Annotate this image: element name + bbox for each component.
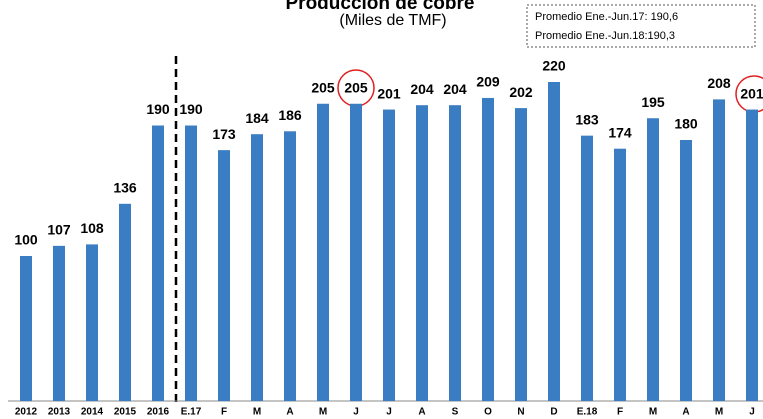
bar bbox=[284, 131, 296, 402]
data-label: 173 bbox=[212, 126, 236, 142]
x-tick-label: M bbox=[319, 407, 327, 418]
x-tick-label: 2013 bbox=[48, 407, 71, 418]
chart-title: Producción de cobre bbox=[286, 0, 475, 14]
x-tick-label: M bbox=[253, 407, 261, 418]
annotation-box bbox=[526, 4, 756, 48]
x-tick-label: D bbox=[550, 407, 557, 418]
x-tick-label: 2014 bbox=[81, 407, 104, 418]
data-label: 190 bbox=[179, 101, 203, 117]
data-label: 107 bbox=[47, 222, 71, 238]
data-label: 180 bbox=[674, 116, 698, 132]
data-label: 184 bbox=[245, 110, 269, 126]
x-tick-label: 2016 bbox=[147, 407, 170, 418]
bar bbox=[383, 109, 395, 402]
data-label: 205 bbox=[344, 79, 368, 95]
data-label: 108 bbox=[80, 220, 104, 236]
x-tick-label: 2015 bbox=[114, 407, 137, 418]
bar bbox=[86, 244, 98, 401]
x-tick-label: A bbox=[286, 407, 293, 418]
data-label: 202 bbox=[509, 84, 533, 100]
bar bbox=[746, 109, 758, 402]
data-label: 204 bbox=[443, 81, 467, 97]
data-label: 195 bbox=[641, 94, 665, 110]
bar bbox=[416, 105, 428, 401]
x-tick-label: N bbox=[517, 407, 524, 418]
bar bbox=[515, 108, 527, 401]
bar bbox=[218, 150, 230, 401]
x-tick-label: J bbox=[749, 407, 755, 418]
bar bbox=[647, 118, 659, 401]
chart-subtitle: (Miles de TMF) bbox=[339, 12, 446, 29]
x-tick-label: J bbox=[386, 407, 392, 418]
bar bbox=[185, 125, 197, 401]
data-label: 220 bbox=[542, 58, 566, 74]
data-label: 209 bbox=[476, 74, 500, 90]
bar bbox=[251, 134, 263, 401]
data-label: 100 bbox=[14, 232, 38, 248]
bar bbox=[350, 103, 362, 401]
x-tick-label: E.17 bbox=[181, 407, 202, 418]
bar bbox=[482, 97, 494, 401]
x-tick-label: F bbox=[221, 407, 227, 418]
data-label: 183 bbox=[575, 111, 599, 127]
bar bbox=[713, 99, 725, 402]
bar bbox=[614, 148, 626, 401]
annotation: Promedio Ene.-Jun.18:190,3 bbox=[535, 30, 675, 42]
x-tick-label: O bbox=[484, 407, 492, 418]
x-tick-label: S bbox=[452, 407, 459, 418]
x-tick-label: F bbox=[617, 407, 623, 418]
data-label: 174 bbox=[608, 124, 632, 140]
x-tick-label: A bbox=[682, 407, 689, 418]
bar bbox=[119, 203, 131, 401]
x-tick-label: J bbox=[353, 407, 359, 418]
bar bbox=[548, 82, 560, 401]
bar bbox=[152, 125, 164, 401]
data-label: 204 bbox=[410, 81, 434, 97]
bar bbox=[581, 135, 593, 401]
data-label: 205 bbox=[311, 79, 335, 95]
x-tick-label: M bbox=[715, 407, 723, 418]
x-tick-label: M bbox=[649, 407, 657, 418]
bar bbox=[20, 256, 32, 401]
bar bbox=[449, 105, 461, 401]
bar bbox=[317, 103, 329, 401]
data-label: 190 bbox=[146, 101, 170, 117]
data-label: 201 bbox=[740, 85, 763, 101]
data-label: 208 bbox=[707, 75, 731, 91]
bar bbox=[680, 140, 692, 401]
data-label: 186 bbox=[278, 107, 302, 123]
x-tick-label: A bbox=[418, 407, 425, 418]
data-label: 136 bbox=[113, 180, 137, 196]
annotation: Promedio Ene.-Jun.17: 190,6 bbox=[535, 11, 678, 23]
bar bbox=[53, 245, 65, 401]
x-tick-label: 2012 bbox=[15, 407, 38, 418]
data-label: 201 bbox=[377, 85, 401, 101]
x-tick-label: E.18 bbox=[577, 407, 598, 418]
